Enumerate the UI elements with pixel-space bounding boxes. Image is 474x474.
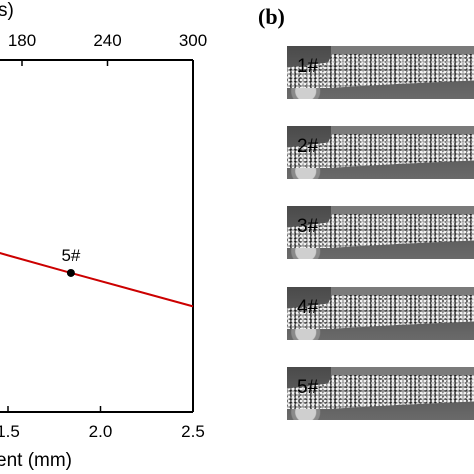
photo-clamp (331, 367, 474, 376)
photo-clamp (331, 126, 474, 135)
x-axis-ticks: 1.5 2.0 2.5 (0, 406, 205, 441)
x-axis-title: ent (mm) (0, 450, 72, 471)
specimen-label: 1# (297, 56, 319, 77)
specimen-label: 5# (297, 377, 319, 398)
top-tick-label: 300 (179, 31, 207, 50)
x-tick-label: 2.5 (181, 422, 205, 441)
specimen-photo-1: 1# (287, 46, 474, 99)
specimen-label: 3# (297, 216, 319, 237)
specimen-photo-4: 4# (287, 287, 474, 340)
series-line (0, 252, 194, 308)
top-tick-label: 180 (8, 31, 36, 50)
point-layer: 5# (61, 246, 81, 277)
panel-label-b: (b) (258, 4, 285, 29)
photo-clamp (331, 46, 474, 55)
specimen-photo-2: 2# (287, 126, 474, 179)
data-point (66, 268, 75, 277)
top-axis-ticks: 180 240 300 (8, 31, 207, 66)
top-axis-title: s) (0, 0, 14, 21)
x-tick-label: 2.0 (89, 422, 113, 441)
data-point-label: 5# (61, 246, 80, 265)
specimen-photo-3: 3# (287, 206, 474, 259)
series-layer (0, 252, 194, 308)
x-tick-label: 1.5 (0, 422, 20, 441)
photo-clamp (331, 287, 474, 296)
specimen-photo-5: 5# (287, 367, 474, 420)
specimen-label: 4# (297, 297, 319, 318)
specimen-label: 2# (297, 136, 319, 157)
photo-clamp (331, 206, 474, 215)
top-tick-label: 240 (93, 31, 121, 50)
